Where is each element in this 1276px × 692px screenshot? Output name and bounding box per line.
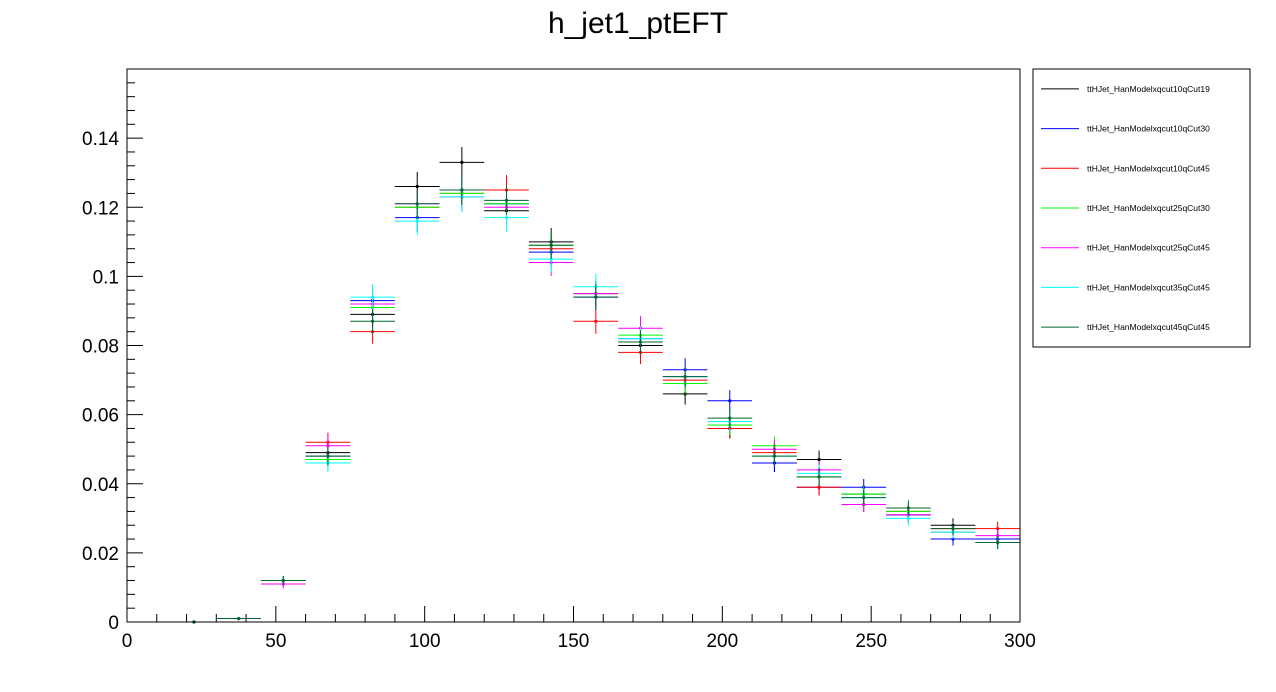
chart-title: h_jet1_ptEFT xyxy=(548,7,728,40)
data-point xyxy=(504,198,509,202)
series-1 xyxy=(171,147,1020,624)
data-point xyxy=(728,416,732,420)
axes: 0 50 100 150 200 250 300 0 0.02 0.04 0.06 0.08 0.1 0.… xyxy=(82,68,1036,652)
data-point xyxy=(817,475,821,479)
data-point xyxy=(504,216,509,220)
legend-label: ttHJet_HanModelxqcut45qCut45 xyxy=(1087,322,1210,332)
y-tick-label: 0.12 xyxy=(82,198,119,219)
y-tick-label: 0.06 xyxy=(82,406,119,427)
data-point xyxy=(326,444,330,448)
data-point xyxy=(460,188,464,192)
y-tick-label: 0.14 xyxy=(82,129,119,150)
data-point xyxy=(728,399,732,403)
x-tick-label: 100 xyxy=(409,631,441,652)
data-point xyxy=(951,527,955,531)
x-tick-label: 300 xyxy=(1004,631,1036,652)
legend: ttHJet_HanModelxqcut10qCut19 ttHJet_HanMo… xyxy=(1032,68,1251,348)
data-point xyxy=(460,160,464,164)
x-tick-label: 0 xyxy=(122,631,133,652)
series-6 xyxy=(171,182,1020,624)
data-point xyxy=(638,340,643,344)
data-point xyxy=(326,454,330,458)
data-point xyxy=(683,375,687,379)
series-5 xyxy=(171,182,1020,624)
series-2 xyxy=(171,175,1020,624)
legend-label: ttHJet_HanModelxqcut35qCut45 xyxy=(1087,282,1210,292)
data-point xyxy=(996,533,1000,538)
data-point xyxy=(237,616,241,621)
legend-label: ttHJet_HanModelxqcut10qCut30 xyxy=(1087,124,1210,134)
data-point xyxy=(415,202,419,206)
y-tick-label: 0.04 xyxy=(82,475,119,496)
y-tick-label: 0.02 xyxy=(82,544,119,565)
legend-label: ttHJet_HanModelxqcut10qCut19 xyxy=(1087,84,1210,94)
legend-label: ttHJet_HanModelxqcut10qCut45 xyxy=(1087,163,1210,173)
data-point xyxy=(549,243,553,247)
data-point xyxy=(594,295,598,299)
plot-frame xyxy=(126,68,1021,623)
data-point xyxy=(951,537,955,541)
x-tick-label: 250 xyxy=(855,631,887,652)
data-point xyxy=(996,540,1000,545)
y-tick-label: 0.1 xyxy=(93,267,119,288)
data-point xyxy=(906,516,910,520)
data-point xyxy=(906,506,910,510)
data-point xyxy=(281,578,285,583)
data-point xyxy=(772,454,777,458)
y-tick-label: 0.08 xyxy=(82,337,119,358)
data-point xyxy=(817,457,821,462)
legend-label: ttHJet_HanModelxqcut25qCut30 xyxy=(1087,203,1210,213)
series-4 xyxy=(171,178,1020,624)
data-point xyxy=(817,485,821,489)
data-point xyxy=(415,184,419,189)
x-tick-label: 200 xyxy=(706,631,738,652)
data-point xyxy=(862,495,866,500)
data-point xyxy=(370,319,375,323)
series-7 xyxy=(171,175,1020,624)
x-tick-label: 50 xyxy=(265,631,286,652)
data-point xyxy=(594,319,598,323)
legend-label: ttHJet_HanModelxqcut25qCut45 xyxy=(1087,243,1210,253)
data-point xyxy=(415,219,419,223)
y-tick-label: 0 xyxy=(108,613,119,634)
data-point xyxy=(996,527,1000,531)
x-tick-label: 150 xyxy=(558,631,590,652)
series-3 xyxy=(171,175,1020,624)
plot-area xyxy=(171,147,1020,624)
data-point xyxy=(370,295,375,299)
